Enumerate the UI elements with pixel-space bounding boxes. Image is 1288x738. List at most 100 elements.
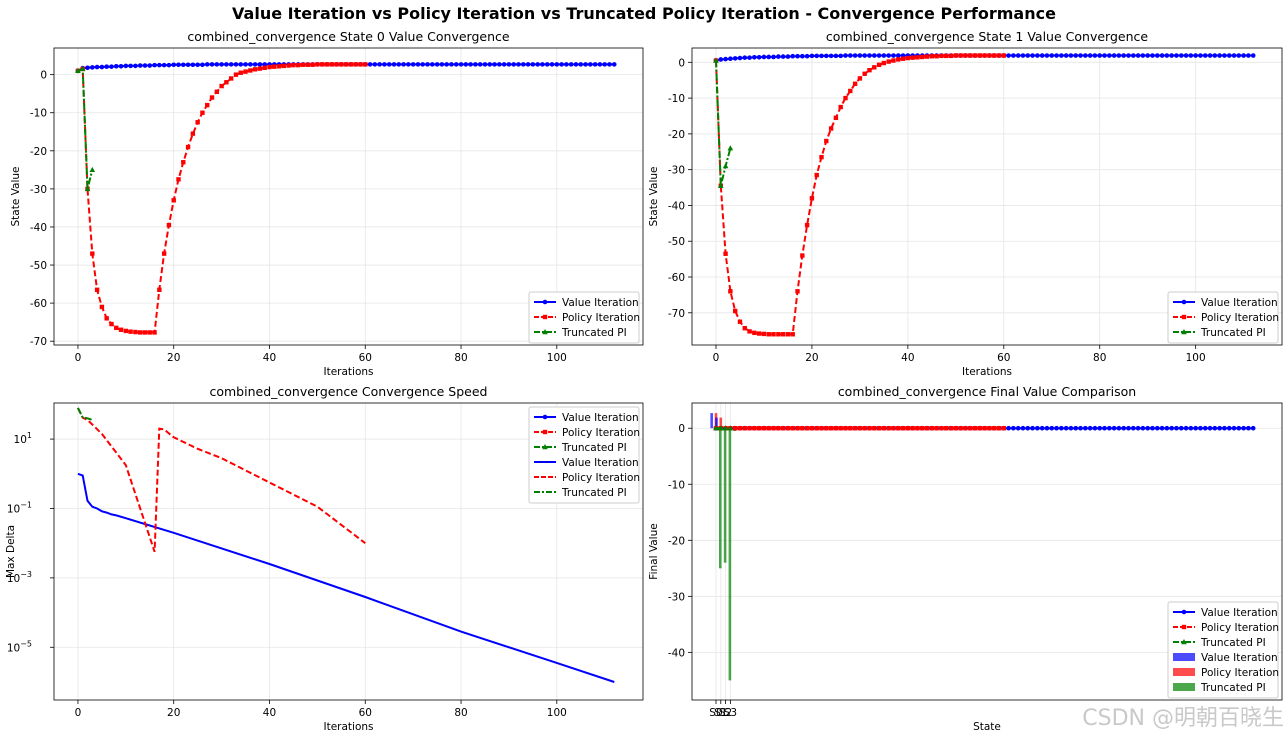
y-tick-label: -10 [668,93,685,105]
data-point [430,62,435,67]
data-point [1011,425,1016,431]
series-line [77,67,94,190]
bar [710,413,713,429]
data-point [776,426,781,431]
data-point [300,62,306,67]
data-point [1083,53,1088,58]
data-point [848,88,853,94]
data-point [171,198,176,203]
data-point [104,64,109,69]
data-point [1178,425,1184,431]
data-point [843,95,848,101]
data-point [717,425,724,431]
legend-marker [1181,314,1187,320]
data-point [1150,53,1155,58]
legend-swatch [1173,668,1195,676]
y-tick-label: -70 [30,336,47,348]
data-point [224,62,229,67]
data-point [968,426,973,431]
data-point [881,60,887,66]
series-pi [713,426,1006,431]
data-point [790,426,795,431]
data-point [1078,425,1083,431]
data-point [1159,53,1165,58]
data-point [867,67,872,73]
data-point [90,65,95,70]
data-point [1111,53,1117,58]
legend-label: Policy Iteration [1201,312,1279,324]
x-axis-label: State [973,721,1001,733]
y-tick-label: -50 [668,236,685,248]
legend-box [528,291,640,344]
series-pi [713,53,1006,337]
x-tick-label: 80 [454,707,467,719]
data-point [147,63,153,68]
data-point [737,55,743,61]
y-tick-label: -20 [30,146,47,158]
data-point [991,53,997,58]
bar [715,417,718,429]
series-tpi [713,425,734,431]
data-point [554,62,560,67]
data-point [94,64,100,70]
data-point [838,104,843,110]
legend-marker [542,444,548,450]
data-point [90,251,95,256]
data-point [1116,53,1122,58]
y-tick-label: -40 [668,647,685,659]
data-point [176,177,181,182]
data-point [1222,425,1227,431]
data-point [185,144,191,150]
data-point [401,62,406,67]
data-point [771,426,776,431]
data-point [723,251,728,256]
axes-frame [691,47,1283,346]
data-point [588,62,593,67]
data-point [852,81,858,86]
series-line [77,407,366,553]
data-point [315,62,320,67]
data-point [248,68,253,73]
series-tpi [77,407,93,421]
data-point [766,426,771,431]
legend-box [1167,601,1279,699]
data-point [128,329,133,334]
y-tick-label: 0 [678,57,685,69]
data-point [1126,425,1131,431]
figure-title: Value Iteration vs Policy Iteration vs T… [232,4,1056,23]
data-point [195,62,200,68]
data-point [118,63,124,69]
data-point [243,69,248,74]
data-point [944,426,949,431]
x-tick-label: 80 [1093,352,1106,364]
data-point [929,426,935,431]
data-point [1121,53,1127,58]
data-point [809,426,815,431]
data-point [1140,425,1146,431]
legend-label: Policy Iteration [562,427,640,439]
series-pi [75,62,368,335]
data-point [1001,53,1006,58]
data-point [761,426,767,431]
y-tick-label: -70 [668,308,685,320]
data-point [1126,53,1131,58]
y-tick-label: 0 [678,423,685,435]
data-point [905,55,911,61]
data-point [996,53,1002,58]
data-point [824,138,829,144]
data-point [1030,53,1035,58]
data-point [752,330,757,336]
data-point [1135,425,1141,431]
data-point [458,62,464,67]
data-point [276,64,282,69]
data-point [1107,53,1112,58]
data-point [776,332,781,337]
data-point [195,120,200,125]
data-point [1198,53,1203,58]
data-point [742,325,747,331]
data-point [535,62,540,67]
data-point [761,331,767,337]
y-tick-label: -20 [668,535,685,547]
data-point [1015,425,1021,431]
data-point [1178,53,1184,58]
